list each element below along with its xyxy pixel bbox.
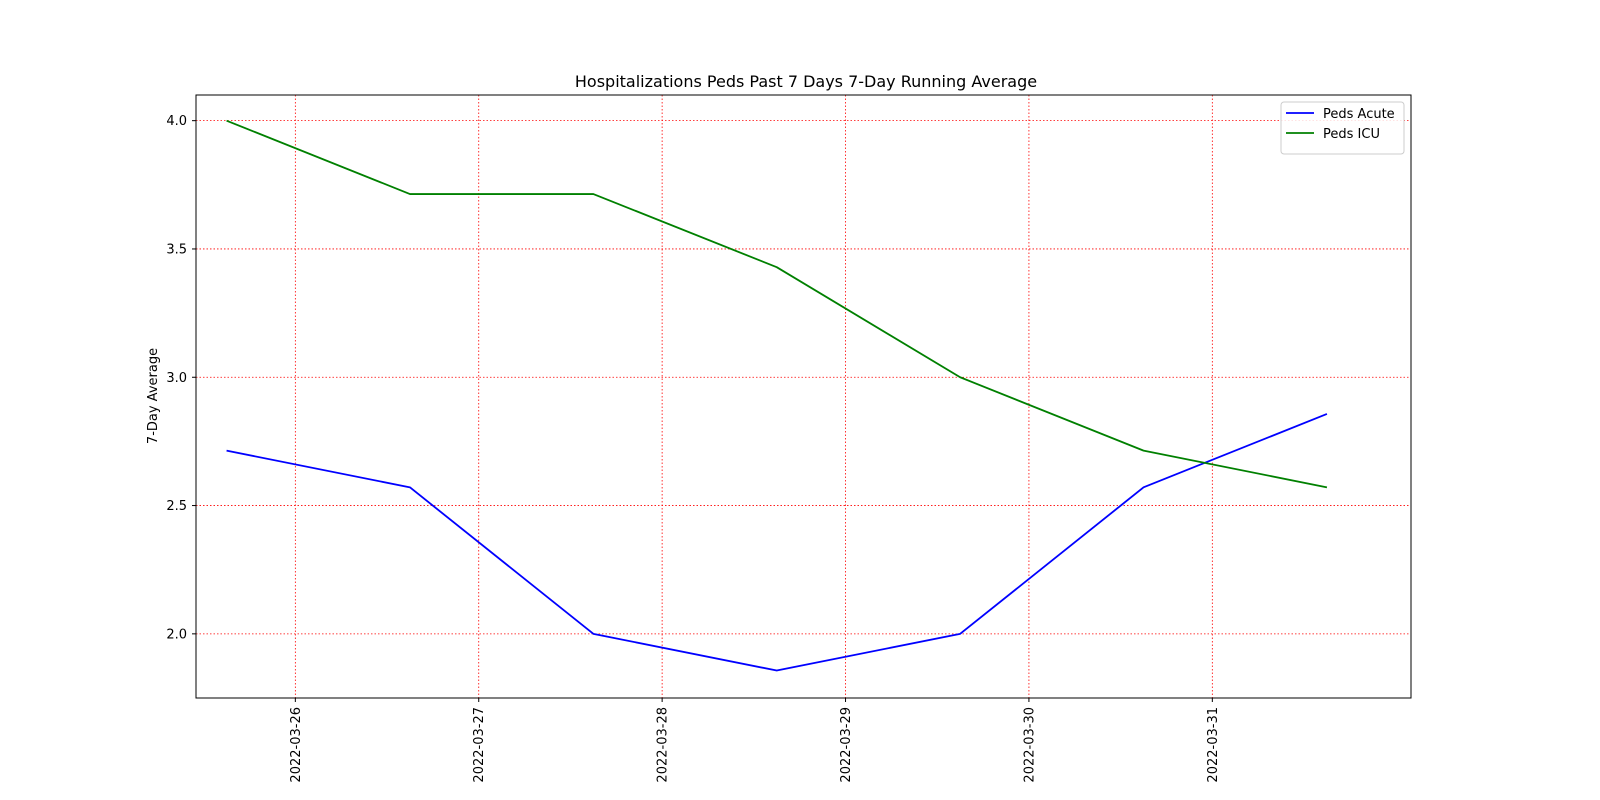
x-tick-label: 2022-03-31	[1206, 707, 1221, 783]
y-tick-label: 2.0	[166, 627, 187, 642]
grid	[196, 95, 1411, 698]
y-tick-label: 2.5	[166, 499, 187, 514]
x-tick-label: 2022-03-28	[656, 707, 671, 783]
y-tick-label: 4.0	[166, 114, 187, 129]
x-tick-label: 2022-03-29	[839, 707, 854, 783]
x-tick-label: 2022-03-30	[1022, 707, 1037, 783]
x-tick-label: 2022-03-26	[289, 707, 304, 783]
y-axis-ticks: 2.0 2.5 3.0 3.5 4.0	[166, 114, 196, 642]
x-axis-ticks: 2022-03-26 2022-03-27 2022-03-28 2022-03-29…	[289, 698, 1221, 783]
series-lines	[226, 119, 1328, 672]
y-tick-label: 3.0	[166, 371, 187, 386]
y-axis-label: 7-Day Average	[146, 348, 161, 444]
legend-entry-label: Peds Acute	[1323, 107, 1395, 122]
y-tick-label: 3.5	[166, 242, 187, 257]
plot-area-frame	[195, 94, 1412, 699]
legend-entry-label: Peds ICU	[1323, 127, 1380, 142]
x-tick-label: 2022-03-27	[472, 707, 487, 783]
legend-box	[1280, 101, 1405, 155]
legend: Peds Acute Peds ICU	[1280, 101, 1405, 155]
chart-title: Hospitalizations Peds Past 7 Days 7-Day …	[575, 72, 1037, 91]
